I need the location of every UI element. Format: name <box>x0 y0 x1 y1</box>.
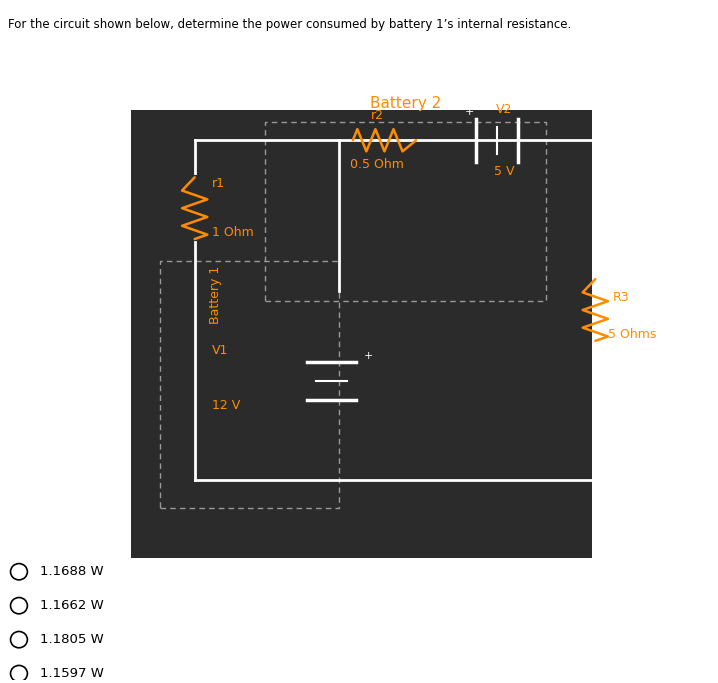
Text: r1: r1 <box>213 177 225 190</box>
Text: V2: V2 <box>495 103 512 116</box>
Text: r2: r2 <box>371 109 384 122</box>
Text: 1.1662 W: 1.1662 W <box>40 599 104 612</box>
Text: 1.1597 W: 1.1597 W <box>40 667 104 680</box>
Text: 12 V: 12 V <box>213 399 241 413</box>
Text: 5 V: 5 V <box>494 165 514 178</box>
Text: +: + <box>465 107 475 117</box>
Text: Battery 1: Battery 1 <box>209 266 223 324</box>
Text: +: + <box>363 351 373 361</box>
Text: V1: V1 <box>213 344 228 357</box>
Text: 5 Ohms: 5 Ohms <box>608 329 656 342</box>
Bar <box>131 110 592 558</box>
Text: 1 Ohm: 1 Ohm <box>213 226 254 239</box>
Text: 1.1805 W: 1.1805 W <box>40 633 104 646</box>
Text: 1.1688 W: 1.1688 W <box>40 566 103 579</box>
Text: For the circuit shown below, determine the power consumed by battery 1’s interna: For the circuit shown below, determine t… <box>9 18 572 31</box>
Text: 0.5 Ohm: 0.5 Ohm <box>350 158 404 171</box>
Text: Battery 2: Battery 2 <box>370 96 441 111</box>
Text: R3: R3 <box>613 291 630 304</box>
